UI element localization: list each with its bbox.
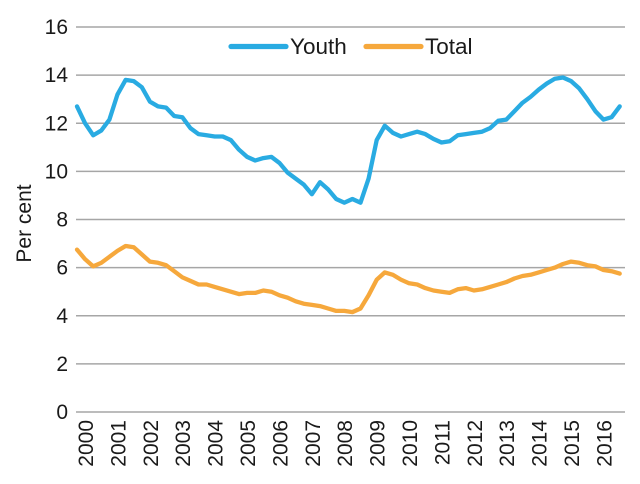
y-tick-label-14: 14 (45, 64, 69, 87)
x-tick-label-2004: 2004 (205, 420, 228, 467)
y-tick-label-10: 10 (45, 160, 68, 183)
legend-item-total: Total (363, 34, 473, 59)
y-tick-label-12: 12 (45, 112, 68, 135)
x-tick-label-2000: 2000 (75, 420, 98, 467)
y-tick-label-4: 4 (56, 305, 68, 328)
x-tick-label-2010: 2010 (399, 420, 422, 467)
x-tick-label-2013: 2013 (496, 420, 519, 467)
legend-item-youth: Youth (228, 34, 347, 59)
legend-label-total: Total (425, 34, 473, 59)
x-tick-label-2002: 2002 (140, 420, 163, 467)
x-tick-label-2012: 2012 (464, 420, 487, 467)
x-tick-label-2008: 2008 (334, 420, 357, 467)
x-tick-label-2015: 2015 (561, 420, 584, 467)
x-tick-label-2007: 2007 (302, 420, 325, 467)
youth-line (74, 75, 622, 205)
x-tick-label-2005: 2005 (237, 420, 260, 467)
x-tick-label-2003: 2003 (172, 420, 195, 467)
y-axis-title: Per cent (13, 184, 36, 262)
x-tick-label-2009: 2009 (367, 420, 390, 467)
x-tick-label-2006: 2006 (269, 420, 292, 467)
y-tick-label-16: 16 (45, 16, 68, 39)
total-line (74, 243, 622, 315)
y-tick-label-2: 2 (56, 353, 68, 376)
x-tick-label-2011: 2011 (431, 420, 454, 465)
y-tick-label-8: 8 (56, 209, 68, 232)
y-tick-label-0: 0 (56, 401, 68, 424)
x-tick-label-2014: 2014 (529, 420, 552, 467)
y-tick-label-6: 6 (56, 257, 68, 280)
legend-label-youth: Youth (290, 34, 347, 59)
x-tick-label-2016: 2016 (593, 420, 616, 467)
x-tick-label-2001: 2001 (107, 420, 130, 467)
